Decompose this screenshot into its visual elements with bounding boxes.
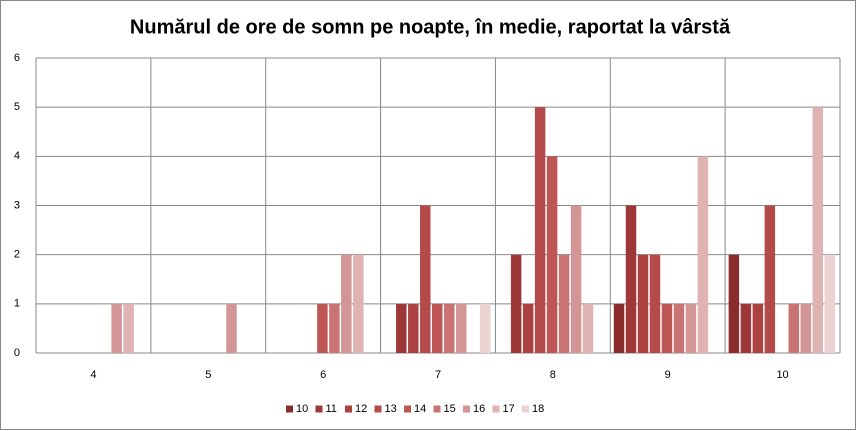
chart-title: Numărul de ore de somn pe noapte, în med… bbox=[130, 16, 731, 38]
bar bbox=[479, 303, 491, 353]
legend-swatch bbox=[374, 405, 382, 413]
bar bbox=[812, 107, 824, 354]
x-tick-label: 7 bbox=[435, 369, 441, 381]
x-tick-label: 5 bbox=[205, 369, 211, 381]
bar bbox=[522, 303, 534, 353]
bar bbox=[673, 303, 685, 353]
x-tick-label: 10 bbox=[776, 369, 788, 381]
legend-swatch bbox=[404, 405, 411, 413]
bar bbox=[824, 254, 835, 353]
bar bbox=[637, 254, 649, 353]
legend-label: 13 bbox=[385, 403, 397, 415]
bar bbox=[408, 303, 419, 353]
legend-swatch bbox=[433, 405, 441, 413]
legend-swatch bbox=[286, 405, 293, 413]
legend-swatch bbox=[522, 405, 529, 413]
legend-label: 17 bbox=[503, 403, 515, 415]
legend-swatch bbox=[492, 405, 500, 413]
y-tick-label: 5 bbox=[14, 101, 20, 113]
y-tick-label: 2 bbox=[14, 249, 20, 261]
bar bbox=[396, 303, 407, 353]
bar bbox=[752, 303, 764, 353]
bar bbox=[420, 205, 431, 353]
bar bbox=[570, 205, 582, 353]
bar bbox=[455, 303, 467, 353]
legend-swatch bbox=[315, 405, 323, 413]
legend-swatch bbox=[345, 405, 352, 413]
x-tick-label: 6 bbox=[320, 369, 326, 381]
legend-label: 14 bbox=[414, 403, 426, 415]
bar bbox=[111, 303, 122, 353]
bar bbox=[341, 254, 352, 353]
bar bbox=[510, 254, 522, 353]
legend-swatch bbox=[463, 405, 470, 413]
y-tick-label: 6 bbox=[14, 52, 20, 64]
bar bbox=[613, 303, 625, 353]
bar bbox=[329, 303, 340, 353]
bar bbox=[728, 254, 740, 353]
bar bbox=[546, 156, 558, 353]
bar bbox=[800, 303, 812, 353]
bar bbox=[649, 254, 661, 353]
legend-label: 11 bbox=[326, 403, 337, 415]
x-tick-label: 4 bbox=[90, 369, 96, 381]
bar bbox=[432, 303, 443, 353]
bar bbox=[226, 303, 237, 353]
bar bbox=[317, 303, 328, 353]
bar bbox=[582, 303, 594, 353]
bar bbox=[661, 303, 673, 353]
x-tick-label: 8 bbox=[550, 369, 556, 381]
legend-label: 12 bbox=[355, 403, 367, 415]
y-tick-label: 3 bbox=[14, 199, 20, 211]
bar bbox=[534, 107, 546, 354]
bar bbox=[123, 303, 134, 353]
bar bbox=[625, 205, 637, 353]
bar bbox=[443, 303, 455, 353]
y-tick-label: 0 bbox=[14, 347, 20, 359]
bar bbox=[788, 303, 800, 353]
legend-label: 15 bbox=[444, 403, 456, 415]
bar bbox=[353, 254, 364, 353]
legend-label: 16 bbox=[473, 403, 485, 415]
y-tick-label: 1 bbox=[14, 298, 20, 310]
x-tick-label: 9 bbox=[665, 369, 671, 381]
bar bbox=[764, 205, 776, 353]
legend-label: 18 bbox=[532, 403, 544, 415]
bar bbox=[685, 303, 697, 353]
bar bbox=[558, 254, 570, 353]
bar bbox=[697, 156, 709, 353]
y-tick-label: 4 bbox=[14, 150, 20, 162]
legend-label: 10 bbox=[296, 403, 308, 415]
bar bbox=[740, 303, 752, 353]
